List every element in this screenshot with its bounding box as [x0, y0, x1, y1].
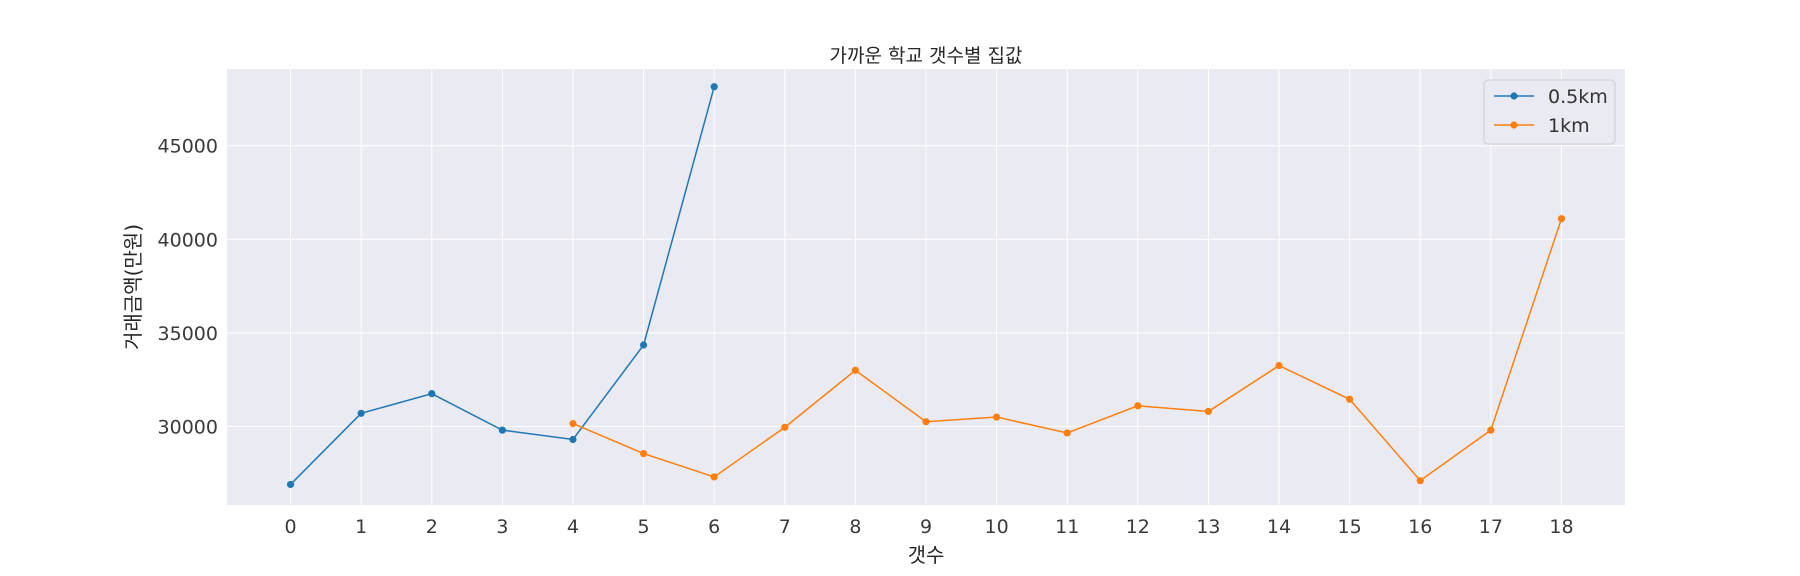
x-tick-label: 17	[1479, 516, 1503, 538]
y-tick-label: 35000	[158, 323, 218, 345]
data-point	[569, 435, 577, 444]
legend-label: 1km	[1548, 115, 1590, 137]
data-point	[428, 390, 436, 398]
y-tick-label: 30000	[158, 416, 218, 438]
x-tick-label: 6	[708, 516, 720, 538]
series-layer	[286, 83, 1566, 489]
x-tick-label: 1	[355, 516, 367, 538]
x-tick-label: 8	[849, 516, 861, 538]
data-point	[710, 473, 718, 481]
data-point	[498, 426, 506, 434]
data-point	[781, 423, 789, 431]
x-tick-label: 18	[1549, 516, 1573, 538]
x-tick-label: 16	[1408, 516, 1432, 538]
data-point	[1204, 407, 1213, 416]
x-tick-label: 12	[1126, 516, 1150, 538]
x-tick-label: 10	[985, 516, 1009, 538]
x-tick-label: 15	[1338, 516, 1362, 538]
legend-swatch-marker	[1510, 92, 1518, 100]
data-point	[1134, 402, 1142, 410]
x-tick-label: 9	[920, 516, 932, 538]
data-point	[357, 409, 365, 417]
y-axis-ticks: 30000 35000 40000 45000	[158, 136, 218, 439]
data-point	[1346, 395, 1354, 403]
data-point	[639, 341, 648, 349]
data-point	[851, 366, 859, 374]
x-tick-label: 13	[1196, 516, 1220, 538]
x-axis-ticks: 0 1 2 3 4 5 6 7 8 9 10 11 12 13 14 15 16 17 18	[284, 516, 1573, 538]
x-tick-label: 0	[284, 516, 296, 538]
data-point	[1416, 477, 1424, 485]
chart-title: 가까운 학교 갯수별 집값	[830, 45, 1023, 67]
x-tick-label: 11	[1055, 516, 1079, 538]
x-axis-label: 갯수	[908, 543, 945, 567]
y-tick-label: 40000	[158, 229, 218, 251]
x-tick-label: 5	[638, 516, 650, 538]
x-tick-label: 7	[779, 516, 791, 538]
data-point	[1275, 361, 1283, 370]
gridlines	[227, 69, 1625, 505]
data-point	[639, 449, 648, 458]
x-tick-label: 3	[496, 516, 508, 538]
data-point	[569, 420, 577, 428]
x-tick-label: 4	[567, 516, 579, 538]
data-point	[1063, 429, 1071, 437]
legend-label: 0.5km	[1548, 86, 1608, 108]
y-tick-label: 45000	[158, 136, 218, 158]
data-point	[710, 83, 718, 91]
data-point	[286, 480, 295, 489]
legend-swatch-marker	[1510, 121, 1518, 129]
data-point	[1487, 426, 1495, 434]
data-point	[993, 413, 1001, 421]
y-axis-label: 거래금액(만원)	[121, 224, 145, 350]
x-tick-label: 2	[426, 516, 438, 538]
data-point	[922, 418, 930, 426]
x-tick-label: 14	[1267, 516, 1291, 538]
data-point	[1557, 215, 1566, 223]
legend: 0.5km 1km	[1483, 79, 1616, 145]
